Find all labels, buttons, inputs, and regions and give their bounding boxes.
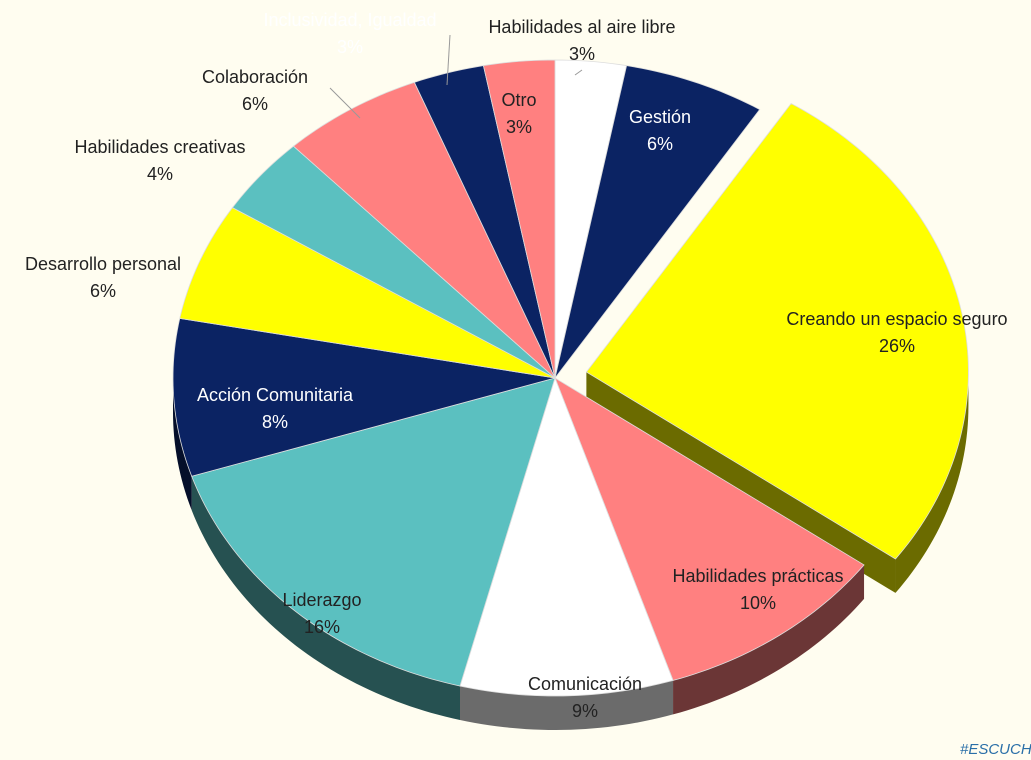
value-label: 4% [147,164,173,184]
slice-side [673,564,865,715]
slice-label: Otro [501,90,536,110]
slice [231,145,556,379]
slice-side [895,372,969,593]
value-label: 3% [569,44,595,64]
slice [191,377,556,687]
slice-label: Colaboración [202,67,308,87]
slice-label: Habilidades prácticas [672,566,843,586]
slice [482,59,556,379]
value-label: 10% [740,593,776,613]
slice [172,317,556,477]
value-label: 6% [242,94,268,114]
slice-label: Liderazgo [282,590,361,610]
slice [179,207,556,379]
slice-label: Habilidades al aire libre [488,17,675,37]
leader-line [574,69,583,76]
value-label: 9% [572,701,598,721]
slice-label: Habilidades creativas [74,137,245,157]
slice [459,376,674,697]
slice-label: Acción Comunitaria [197,385,354,405]
slice [413,65,556,379]
slice [554,377,865,681]
slice [554,65,761,379]
value-label: 8% [262,412,288,432]
value-label: 16% [304,617,340,637]
slice-label: Creando un espacio seguro [786,309,1007,329]
slice-label: Comunicación [528,674,642,694]
leader-line [446,34,451,86]
leader-line [329,87,361,119]
value-label: 6% [647,134,673,154]
footer-text: #ESCUCH [960,741,1031,758]
slice-side [460,680,674,730]
slice-side [173,378,192,511]
value-label: 3% [337,37,363,57]
value-label: 26% [879,336,915,356]
slice-label: Inclusividad, Igualdad [263,10,436,30]
slice [292,81,556,379]
value-label: 3% [506,117,532,137]
slice-side [191,476,461,721]
slice-label: Desarrollo personal [25,254,181,274]
slice-label: Gestión [629,107,691,127]
value-label: 6% [90,281,116,301]
slice [585,102,969,560]
